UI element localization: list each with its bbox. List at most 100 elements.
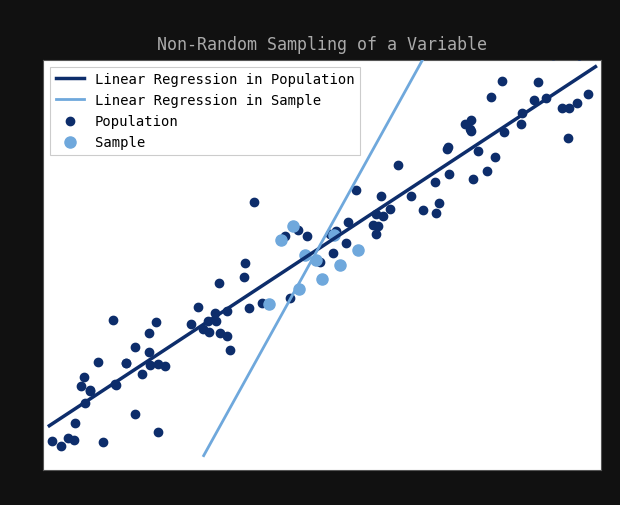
Population xyxy=(204,328,214,336)
Population xyxy=(293,226,303,234)
Population xyxy=(541,94,551,103)
Population xyxy=(557,105,567,113)
Population xyxy=(385,205,395,213)
Population xyxy=(80,399,90,407)
Population xyxy=(466,117,476,125)
Population xyxy=(69,420,79,428)
Population xyxy=(120,359,130,367)
Population xyxy=(444,171,454,179)
Population xyxy=(239,274,249,282)
Population xyxy=(343,219,353,227)
Population xyxy=(63,434,73,442)
Population xyxy=(376,193,386,201)
Population xyxy=(151,319,161,327)
Population xyxy=(529,96,539,105)
Population xyxy=(110,380,120,388)
Population xyxy=(315,259,325,267)
Population xyxy=(430,179,440,187)
Population xyxy=(215,279,224,287)
Sample xyxy=(317,276,327,284)
Population xyxy=(69,436,79,444)
Population xyxy=(583,91,593,99)
Population xyxy=(533,79,543,87)
Population xyxy=(303,232,312,240)
Population xyxy=(379,212,389,220)
Population xyxy=(285,294,294,302)
Population xyxy=(47,437,57,445)
Population xyxy=(85,387,95,395)
Population xyxy=(186,321,196,329)
Population xyxy=(564,105,574,113)
Population xyxy=(473,148,483,156)
Population xyxy=(368,222,378,230)
Population xyxy=(341,239,351,247)
Population xyxy=(280,232,290,240)
Population xyxy=(331,227,341,235)
Population xyxy=(76,383,86,391)
Population xyxy=(466,125,476,133)
Population xyxy=(434,200,444,208)
Sample xyxy=(311,256,321,264)
Population xyxy=(138,371,148,379)
Population xyxy=(211,317,221,325)
Population xyxy=(108,317,118,325)
Population xyxy=(351,186,361,194)
Population xyxy=(329,249,339,257)
Sample xyxy=(335,261,345,269)
Population xyxy=(467,175,477,183)
Population xyxy=(486,93,496,102)
Population xyxy=(460,121,470,129)
Population xyxy=(122,359,131,367)
Sample xyxy=(329,232,339,240)
Population xyxy=(499,129,509,137)
Population xyxy=(371,211,381,219)
Population xyxy=(516,120,526,128)
Population xyxy=(406,192,416,200)
Population xyxy=(153,360,163,368)
Sample xyxy=(299,251,309,260)
Population xyxy=(222,333,232,341)
Population xyxy=(371,231,381,239)
Population xyxy=(443,144,453,152)
Population xyxy=(240,260,250,268)
Sample xyxy=(264,300,274,308)
Population xyxy=(548,52,558,60)
Population xyxy=(574,52,584,60)
Population xyxy=(482,167,492,175)
Population xyxy=(93,358,103,366)
Population xyxy=(144,348,154,356)
Population xyxy=(161,362,171,370)
Population xyxy=(431,209,441,217)
Population xyxy=(56,442,66,450)
Population xyxy=(562,135,572,143)
Sample xyxy=(353,246,363,255)
Population xyxy=(211,310,221,318)
Sample xyxy=(276,237,286,245)
Population xyxy=(145,361,155,369)
Population xyxy=(518,110,528,118)
Population xyxy=(244,304,254,312)
Population xyxy=(215,330,224,338)
Sample xyxy=(294,285,304,293)
Population xyxy=(466,128,476,136)
Population xyxy=(85,387,95,395)
Population xyxy=(98,438,108,446)
Population xyxy=(392,161,402,169)
Population xyxy=(144,330,154,338)
Population xyxy=(490,153,500,161)
Legend: Linear Regression in Population, Linear Regression in Sample, Population, Sample: Linear Regression in Population, Linear … xyxy=(50,68,360,156)
Population xyxy=(574,52,584,60)
Population xyxy=(153,428,163,436)
Population xyxy=(418,207,428,215)
Population xyxy=(326,230,335,238)
Title: Non-Random Sampling of a Variable: Non-Random Sampling of a Variable xyxy=(157,35,487,54)
Population xyxy=(79,373,89,381)
Population xyxy=(203,317,213,325)
Population xyxy=(257,299,267,308)
Population xyxy=(225,346,235,355)
Population xyxy=(130,410,140,418)
Population xyxy=(373,222,383,230)
Population xyxy=(222,307,232,315)
Population xyxy=(572,99,582,108)
Population xyxy=(497,78,507,86)
